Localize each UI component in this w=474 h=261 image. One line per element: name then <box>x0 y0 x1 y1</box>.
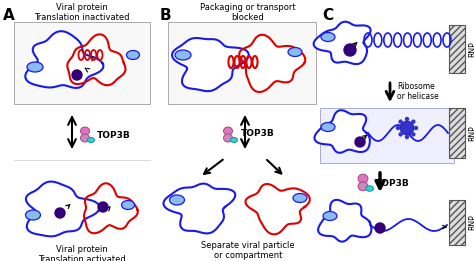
Text: RNP: RNP <box>468 41 474 57</box>
Circle shape <box>55 208 65 218</box>
Text: RNP: RNP <box>468 125 474 141</box>
Ellipse shape <box>175 50 191 60</box>
Text: TOP3B: TOP3B <box>97 130 131 139</box>
Polygon shape <box>25 31 103 88</box>
Bar <box>449 200 465 245</box>
Bar <box>168 22 316 104</box>
Polygon shape <box>314 22 371 64</box>
Polygon shape <box>246 184 310 234</box>
Ellipse shape <box>366 186 374 191</box>
Polygon shape <box>164 183 235 233</box>
Ellipse shape <box>121 200 135 210</box>
Circle shape <box>400 121 414 135</box>
Text: Packaging or transport
blocked: Packaging or transport blocked <box>200 3 296 22</box>
Ellipse shape <box>230 138 237 143</box>
Ellipse shape <box>26 210 40 220</box>
Circle shape <box>412 133 415 136</box>
Ellipse shape <box>170 195 184 205</box>
Circle shape <box>405 117 409 121</box>
Ellipse shape <box>224 134 233 142</box>
Polygon shape <box>314 110 370 153</box>
Circle shape <box>396 127 400 129</box>
Text: Ribosome
or helicase: Ribosome or helicase <box>397 82 439 102</box>
Bar <box>449 108 465 158</box>
Polygon shape <box>172 38 249 91</box>
Text: TOP3B: TOP3B <box>241 128 275 138</box>
Bar <box>14 22 150 104</box>
Polygon shape <box>26 182 100 236</box>
Text: TOP3B: TOP3B <box>376 179 410 187</box>
Ellipse shape <box>293 193 307 203</box>
Circle shape <box>98 202 108 212</box>
Ellipse shape <box>358 182 368 191</box>
Text: RNP: RNP <box>468 214 474 230</box>
Circle shape <box>72 70 82 80</box>
Circle shape <box>414 127 418 129</box>
Polygon shape <box>239 35 305 92</box>
Circle shape <box>375 223 385 233</box>
Polygon shape <box>84 183 138 233</box>
Ellipse shape <box>224 127 233 135</box>
Bar <box>449 25 465 73</box>
Ellipse shape <box>358 174 368 183</box>
Text: Viral protein
Translation inactivated: Viral protein Translation inactivated <box>34 3 130 22</box>
Circle shape <box>399 133 402 136</box>
Ellipse shape <box>323 211 337 221</box>
Text: Viral protein
Translation activated: Viral protein Translation activated <box>38 245 126 261</box>
Text: A: A <box>3 8 15 23</box>
Polygon shape <box>318 200 371 242</box>
Circle shape <box>412 120 415 123</box>
Text: C: C <box>322 8 333 23</box>
Circle shape <box>399 120 402 123</box>
Polygon shape <box>67 34 126 85</box>
Ellipse shape <box>321 33 335 41</box>
Circle shape <box>344 44 356 56</box>
Circle shape <box>355 137 365 147</box>
Ellipse shape <box>88 138 94 143</box>
Ellipse shape <box>321 122 335 132</box>
Circle shape <box>405 135 409 139</box>
Ellipse shape <box>81 134 90 142</box>
Ellipse shape <box>27 62 43 72</box>
Ellipse shape <box>288 48 302 56</box>
Text: B: B <box>160 8 172 23</box>
Bar <box>320 108 454 163</box>
Text: Separate viral particle
or compartment: Separate viral particle or compartment <box>201 241 295 260</box>
Ellipse shape <box>127 50 139 60</box>
Ellipse shape <box>81 127 90 135</box>
